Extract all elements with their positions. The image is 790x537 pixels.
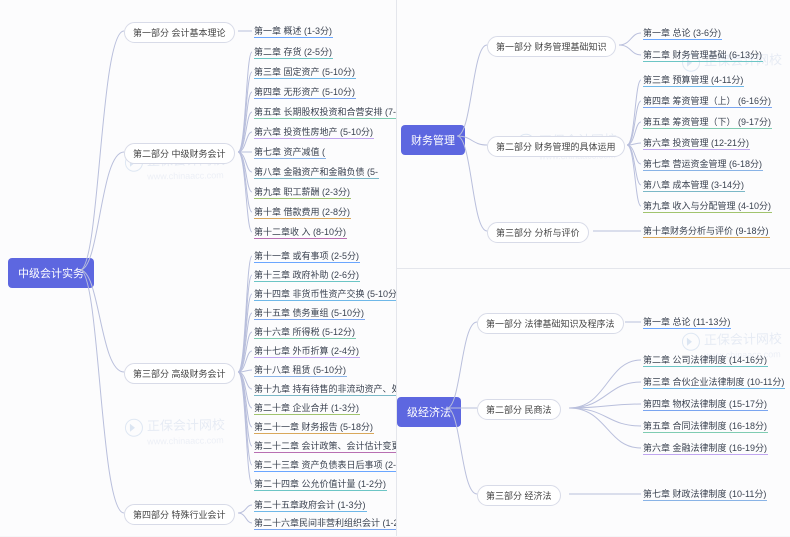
leaf: 第六章 投资管理 (12-21分): [643, 136, 750, 150]
tr-part-3: 第三部分 分析与评价: [487, 222, 589, 243]
leaf: 第十九章 持有待售的非流动资产、处: [254, 382, 402, 396]
leaf: 第四章 筹资管理（上） (6-16分): [643, 94, 772, 108]
leaf: 第一章 概述 (1-3分): [254, 24, 333, 38]
leaf: 第二十一章 财务报告 (5-18分): [254, 420, 374, 434]
leaf: 第八章 金融资产和金融负债 (5-: [254, 165, 379, 179]
panel-bottom-right: 正保会计网校www.chinaacc.com 级经济法 第一部分 法律基础知识及…: [396, 268, 790, 536]
leaf: 第十二章收 入 (8-10分): [254, 225, 347, 239]
leaf: 第二章 财务管理基础 (6-13分): [643, 48, 763, 62]
leaf: 第九章 职工薪酬 (2-3分): [254, 185, 351, 199]
leaf: 第十章财务分析与评价 (9-18分): [643, 224, 770, 238]
leaf: 第十四章 非货币性资产交换 (5-10分): [254, 287, 401, 301]
tr-part-2: 第二部分 财务管理的具体运用: [487, 136, 625, 157]
leaf: 第二十三章 资产负债表日后事项 (2-1: [254, 458, 402, 472]
leaf: 第三章 合伙企业法律制度 (10-11分): [643, 375, 785, 389]
leaf: 第十五章 债务重组 (5-10分): [254, 306, 365, 320]
leaf: 第七章 财政法律制度 (10-11分): [643, 487, 767, 501]
left-part-3: 第三部分 高级财务会计: [124, 363, 235, 384]
left-part-1: 第一部分 会计基本理论: [124, 22, 235, 43]
leaf: 第八章 成本管理 (3-14分): [643, 178, 745, 192]
leaf: 第五章 长期股权投资和合营安排 (7-1: [254, 105, 402, 119]
leaf: 第二章 公司法律制度 (14-16分): [643, 353, 768, 367]
leaf: 第二十二章 会计政策、会计估计变更: [254, 439, 402, 453]
leaf: 第四章 物权法律制度 (15-17分): [643, 397, 768, 411]
leaf: 第六章 投资性房地产 (5-10分): [254, 125, 374, 139]
leaf: 第二十六章民间非营利组织会计 (1-25: [254, 516, 405, 530]
br-part-2: 第二部分 民商法: [477, 399, 561, 420]
panel-top-right: 正保会计网校www.chinaacc.com 正保会计网校 财务管理 第一部分 …: [396, 0, 790, 268]
tr-part-1: 第一部分 财务管理基础知识: [487, 36, 616, 57]
leaf: 第十一章 或有事项 (2-5分): [254, 249, 360, 263]
left-part-2: 第二部分 中级财务会计: [124, 143, 235, 164]
leaf: 第十章 借款费用 (2-8分): [254, 205, 351, 219]
leaf: 第七章 营运资金管理 (6-18分): [643, 157, 763, 171]
leaf: 第十三章 政府补助 (2-6分): [254, 268, 360, 282]
leaf: 第一章 总论 (11-13分): [643, 315, 731, 329]
br-part-3: 第三部分 经济法: [477, 485, 561, 506]
root-left: 中级会计实务: [8, 258, 94, 288]
leaf: 第二十四章 公允价值计量 (1-2分): [254, 477, 387, 491]
left-part-4: 第四部分 特殊行业会计: [124, 504, 235, 525]
leaf: 第七章 资产减值 (: [254, 145, 326, 159]
leaf: 第十八章 租赁 (5-10分): [254, 363, 347, 377]
br-part-1: 第一部分 法律基础知识及程序法: [477, 313, 624, 334]
panel-left: 正保会计网校www.chinaacc.com 正保会计网校www.chinaac…: [0, 0, 396, 536]
leaf: 第十七章 外币折算 (2-4分): [254, 344, 360, 358]
root-tr: 财务管理: [401, 125, 465, 155]
leaf: 第三章 固定资产 (5-10分): [254, 65, 356, 79]
leaf: 第四章 无形资产 (5-10分): [254, 85, 356, 99]
leaf: 第二十五章政府会计 (1-3分): [254, 498, 367, 512]
leaf: 第一章 总论 (3-6分): [643, 26, 722, 40]
leaf: 第二十章 企业合并 (1-3分): [254, 401, 360, 415]
leaf: 第六章 金融法律制度 (16-19分): [643, 441, 768, 455]
leaf: 第十六章 所得税 (5-12分): [254, 325, 356, 339]
leaf: 第二章 存货 (2-5分): [254, 45, 333, 59]
leaf: 第五章 合同法律制度 (16-18分): [643, 419, 768, 433]
watermark: 正保会计网校www.chinaacc.com: [125, 414, 226, 446]
root-br: 级经济法: [397, 397, 461, 427]
leaf: 第九章 收入与分配管理 (4-10分): [643, 199, 772, 213]
leaf: 第五章 筹资管理（下） (9-17分): [643, 115, 772, 129]
leaf: 第三章 预算管理 (4-11分): [643, 73, 744, 87]
